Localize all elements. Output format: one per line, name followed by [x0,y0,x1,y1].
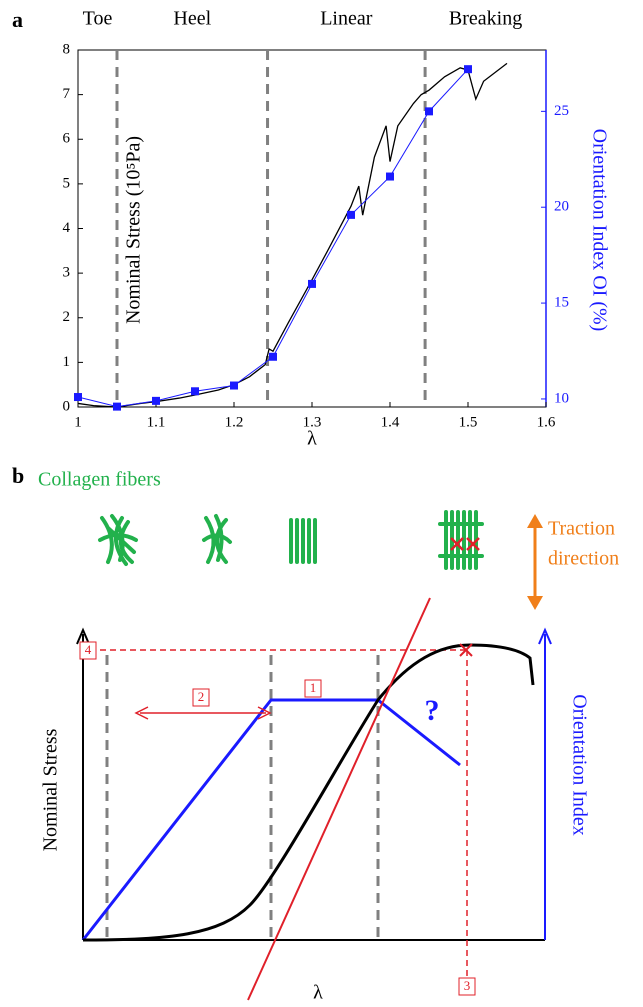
y2-axis-label: Orientation Index OI (%) [588,129,610,332]
x-tick-label: 1.4 [381,414,400,430]
marker-box [79,641,97,660]
marker-box [304,679,322,698]
panel-label: a [12,7,23,32]
data-point [464,65,472,74]
y-tick-label: 1 [63,354,71,370]
y-axis-label: Nominal Stress (10⁵Pa) [123,136,145,324]
y2-tick-label: 15 [554,295,569,311]
phase-label: Breaking [449,8,522,30]
y-tick-label: 3 [63,265,71,281]
marker-boxes: 1 2 3 4 [79,641,476,996]
data-point [386,172,394,181]
break-marks [450,537,480,551]
marker-label: 2 [198,689,205,704]
range-arrow [134,706,272,720]
phase-label: Linear [320,8,373,30]
fiber-title: Collagen fibers [38,469,161,491]
marker-label: 1 [310,680,317,695]
x-tick-label: 1.2 [225,414,244,430]
orientation-curve [81,698,461,941]
y2-axis-label: Orientation Index [568,694,590,836]
x-axis-label: λ [307,428,317,450]
x-axis-label: λ [313,982,323,1004]
fiber-icons [98,510,484,570]
x-tick-label: 1.6 [537,414,556,430]
y-axis [76,627,90,940]
x-tick-label: 1 [74,414,82,430]
peak-mark [459,643,473,657]
x-tick-label: 1.1 [147,414,166,430]
y-axis-label: Nominal Stress [40,728,62,851]
stress-curve [82,643,535,942]
y2-tick-label: 20 [554,199,569,215]
data-point [74,393,82,402]
question-mark: ? [425,694,440,727]
y-tick-label: 6 [63,131,71,147]
traction-label: Traction [548,518,615,540]
data-point [425,107,433,116]
x-tick-label: 1.5 [459,414,478,430]
y-tick-label: 5 [63,175,71,191]
y-tick-label: 2 [63,309,71,325]
marker-label: 3 [464,978,471,993]
data-point [191,387,199,396]
data-point [308,279,316,288]
y-tick-label: 4 [63,220,71,236]
panel-label: b [12,463,24,488]
series-line [77,62,508,408]
y-tick-label: 8 [63,41,71,57]
marker-box [458,977,476,996]
data-point [113,402,121,411]
y-tick-label: 7 [63,86,71,102]
y-tick-label: 0 [63,398,71,414]
tangent-line [247,597,431,1001]
data-point [152,396,160,405]
data-point [269,352,277,361]
phase-label: Heel [173,8,211,30]
traction-label: direction [548,548,619,570]
y2-axis [538,627,552,940]
phase-label: Toe [83,8,113,30]
panel-b: b Collagen fibers Traction direction ? 1… [12,463,619,1004]
plot-frame [77,49,547,408]
phase-lines [105,655,380,940]
y2-tick-label: 10 [554,390,569,406]
x-tick-label: 1.3 [303,414,322,430]
data-point [347,210,355,219]
guide-lines [100,649,468,976]
data-point [230,381,238,390]
marker-label: 4 [85,642,92,657]
y2-tick-label: 25 [554,103,569,119]
marker-box [192,688,210,707]
